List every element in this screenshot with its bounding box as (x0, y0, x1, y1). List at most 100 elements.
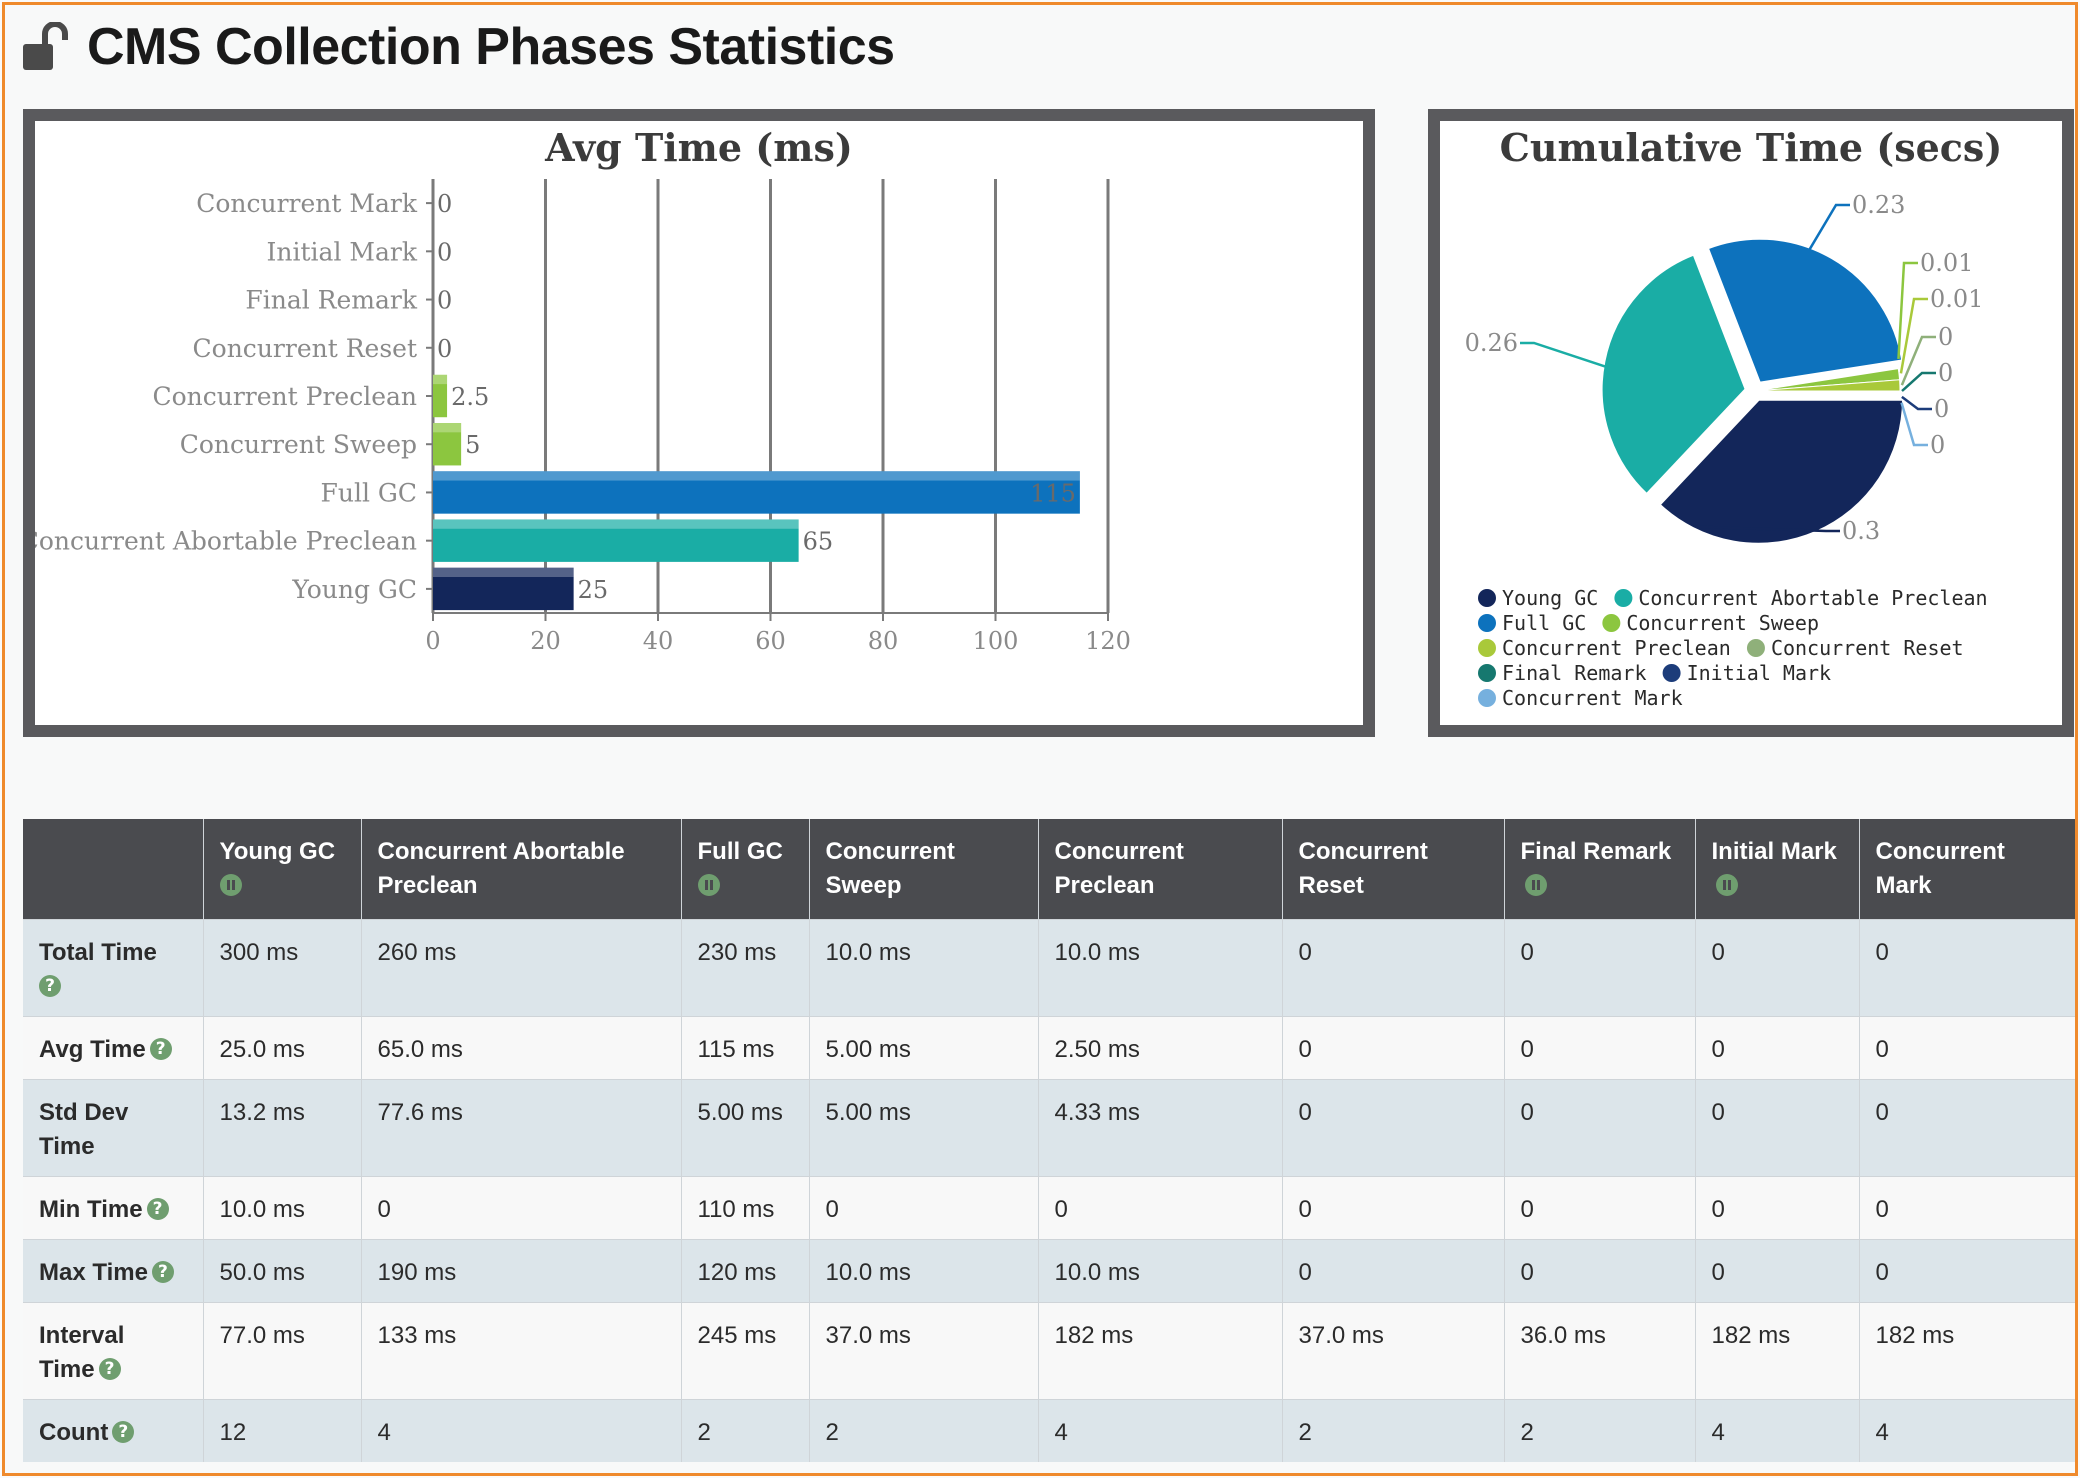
legend-item[interactable]: Concurrent Mark (1502, 686, 1683, 710)
table-cell: 2.50 ms (1038, 1015, 1283, 1079)
table-cell: 10.0 ms (203, 1175, 362, 1239)
category-label: Young GC (291, 575, 417, 604)
pie-connector (1520, 341, 1611, 370)
column-header: Concurrent Mark (1859, 819, 2075, 919)
table-row: Count1242242244 (23, 1398, 2075, 1462)
table-cell: 12 (203, 1398, 362, 1462)
bar-concurrent-preclean[interactable] (433, 374, 448, 418)
pie-connector (1901, 371, 1936, 392)
column-header-label: Full GC (697, 838, 783, 865)
bar-value-label: 0 (437, 335, 452, 363)
pie-chart-title: Cumulative Time (secs) (1500, 125, 2003, 170)
legend-item[interactable]: Concurrent Abortable Preclean (1638, 586, 1987, 610)
bar-value-label: 2.5 (451, 383, 489, 411)
table-cell: 65.0 ms (361, 1015, 682, 1079)
bar-value-label: 5 (465, 431, 480, 459)
x-tick-label: 60 (755, 627, 786, 655)
legend-marker (1614, 589, 1633, 607)
pie-slice-full-gc[interactable] (1705, 236, 1905, 385)
category-label: Full GC (321, 478, 417, 507)
legend-item[interactable]: Final Remark (1502, 661, 1647, 685)
table-cell: 0 (361, 1175, 682, 1239)
pause-icon[interactable] (219, 874, 242, 896)
table-cell: 0 (1859, 1078, 2075, 1176)
category-label: Initial Mark (267, 237, 418, 266)
bar-value-label: 0 (437, 238, 452, 266)
pause-icon[interactable] (1715, 874, 1738, 896)
table-cell: 0 (1282, 1078, 1505, 1176)
bar-young-gc[interactable] (433, 567, 574, 611)
x-tick-label: 40 (643, 627, 674, 655)
table-cell: 182 ms (1859, 1301, 2075, 1399)
row-header-label: Max Time (39, 1258, 148, 1286)
pie-slice-concurrent-preclean[interactable] (1754, 379, 1901, 392)
help-icon[interactable] (112, 1420, 135, 1443)
table-cell: 110 ms (681, 1175, 810, 1239)
legend-marker (1478, 689, 1496, 707)
legend-item[interactable]: Young GC (1502, 586, 1598, 610)
table-cell: 2 (1504, 1398, 1696, 1462)
help-icon[interactable] (151, 1260, 174, 1283)
column-header-label: Concurrent Preclean (1054, 838, 1184, 899)
table-cell: 120 ms (681, 1238, 810, 1302)
table-cell: 13.2 ms (203, 1078, 362, 1176)
help-icon[interactable] (98, 1357, 121, 1380)
table-cell: 77.6 ms (361, 1078, 682, 1176)
pie-slice-concurrent-abortable-preclean[interactable] (1599, 252, 1748, 497)
table-cell: 0 (1282, 1015, 1505, 1079)
pie-connector (1900, 402, 1928, 447)
bar-full-gc[interactable] (433, 471, 1080, 514)
table-cell: 133 ms (361, 1301, 682, 1399)
pie-value-label: 0.01 (1920, 249, 1973, 277)
pie-value-label: 0.23 (1852, 191, 1905, 219)
avg-time-bar-chart: Avg Time (ms) 0 20 40 60 80 100 120 Concurrent M… (35, 125, 1131, 655)
pie-connector (1901, 395, 1932, 411)
column-header: Concurrent Abortable Preclean (361, 819, 682, 919)
legend-marker (1746, 639, 1765, 657)
bar-highlight (433, 423, 462, 433)
legend-item[interactable]: Initial Mark (1687, 661, 1832, 685)
pie-value-label: 0.26 (1465, 329, 1518, 357)
table-cell: 0 (1504, 1015, 1696, 1079)
legend-item[interactable]: Concurrent Preclean (1502, 636, 1731, 660)
column-header-label: Young GC (219, 838, 336, 865)
row-header-label: Std Dev Time (39, 1098, 129, 1160)
x-tick-label: 20 (530, 627, 561, 655)
row-header-label: Total Time (39, 938, 157, 966)
table-cell: 0 (1504, 1238, 1696, 1302)
legend-marker (1662, 664, 1681, 682)
table-cell: 0 (1859, 1238, 2075, 1302)
phases-stats-table: Young GC Concurrent Abortable Preclean Ful… (23, 819, 2075, 1462)
table-cell: 4 (1859, 1398, 2075, 1462)
row-header: Min Time (23, 1175, 204, 1239)
help-icon[interactable] (39, 974, 61, 997)
x-tick-label: 80 (868, 627, 899, 655)
table-cell: 2 (1282, 1398, 1505, 1462)
table-cell: 0 (1695, 1015, 1860, 1079)
category-label: Concurrent Abortable Preclean (35, 527, 417, 556)
pause-icon[interactable] (1524, 874, 1547, 896)
legend-item[interactable]: Concurrent Reset (1771, 636, 1964, 660)
table-cell: 0 (1282, 1175, 1505, 1239)
table-cell: 0 (1695, 1238, 1860, 1302)
table-cell: 50.0 ms (203, 1238, 362, 1302)
category-label: Concurrent Sweep (180, 430, 417, 459)
help-icon[interactable] (149, 1037, 172, 1060)
legend-item[interactable]: Concurrent Sweep (1626, 611, 1819, 635)
column-header: Concurrent Preclean (1038, 819, 1283, 919)
cumulative-time-chart-panel: Cumulative Time (secs) 0.3 0.26 0.23 0.01 0.0… (1428, 109, 2074, 737)
pie-slice-young-gc[interactable] (1656, 397, 1906, 546)
pause-icon[interactable] (697, 874, 720, 896)
table-cell: 0 (1695, 1175, 1860, 1239)
legend-item[interactable]: Full GC (1502, 611, 1586, 635)
avg-time-chart-panel: Avg Time (ms) 0 20 40 60 80 100 120 Concurrent M… (23, 109, 1375, 737)
pie-connector (1899, 297, 1928, 374)
table-cell: 0 (1504, 1175, 1696, 1239)
table-row: Std Dev Time 13.2 ms 77.6 ms 5.00 ms 5.00 ms… (23, 1078, 2075, 1176)
column-header: Concurrent Reset (1282, 819, 1505, 919)
table-cell: 10.0 ms (809, 1238, 1039, 1302)
bar-concurrent-sweep[interactable] (433, 423, 462, 466)
bar-concurrent-abortable-preclean[interactable] (433, 519, 799, 562)
help-icon[interactable] (146, 1197, 169, 1220)
